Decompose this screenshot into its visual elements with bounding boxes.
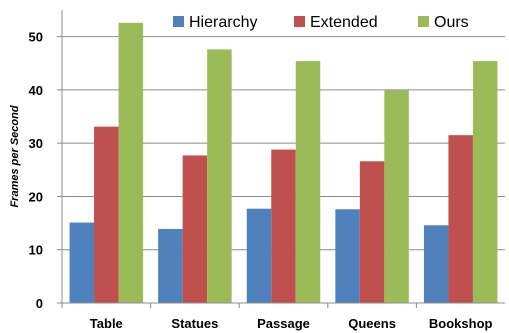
y-tick-label-40: 40: [29, 83, 43, 98]
legend: Hierarchy Extended Ours: [173, 14, 469, 31]
y-tick-label-10: 10: [29, 243, 43, 258]
legend-label-ours: Ours: [434, 14, 469, 31]
bar-ours-passage: [295, 61, 321, 304]
y-tick-label-20: 20: [29, 189, 43, 204]
bar-hierarchy-queens: [335, 209, 360, 303]
y-tick-label-0: 0: [36, 296, 43, 311]
legend-label-hierarchy: Hierarchy: [189, 14, 257, 31]
bar-hierarchy-table: [69, 222, 95, 303]
x-tick-label-table: Table: [90, 316, 123, 331]
bar-ours-statues: [207, 49, 232, 304]
bar-extended-queens: [359, 161, 385, 303]
x-tick-label-statues: Statues: [171, 316, 218, 331]
y-axis-label: Frames per Second: [9, 105, 21, 207]
bar-extended-statues: [182, 155, 208, 303]
legend-swatch-extended: [294, 16, 305, 27]
legend-label-extended: Extended: [310, 14, 378, 31]
bar-hierarchy-statues: [158, 228, 183, 303]
bars: [69, 22, 498, 304]
bar-hierarchy-bookshop: [423, 225, 449, 303]
bar-extended-bookshop: [448, 135, 473, 303]
y-tick-label-50: 50: [29, 30, 43, 45]
x-tick-label-passage: Passage: [257, 316, 310, 331]
bar-extended-passage: [271, 149, 296, 303]
x-tick-label-bookshop: Bookshop: [429, 316, 493, 331]
x-tick-labels: Table Statues Passage Queens Bookshop: [90, 316, 493, 331]
bar-ours-table: [118, 22, 144, 303]
bar-hierarchy-passage: [246, 208, 272, 303]
axes: [57, 10, 505, 308]
bar-ours-bookshop: [472, 61, 498, 304]
y-tick-labels: 0 10 20 30 40 50: [29, 30, 43, 311]
legend-swatch-ours: [418, 16, 429, 27]
y-tick-label-30: 30: [29, 136, 43, 151]
x-tick-label-queens: Queens: [348, 316, 396, 331]
bar-extended-table: [94, 126, 119, 304]
legend-swatch-hierarchy: [173, 16, 184, 27]
bar-ours-queens: [384, 90, 409, 303]
